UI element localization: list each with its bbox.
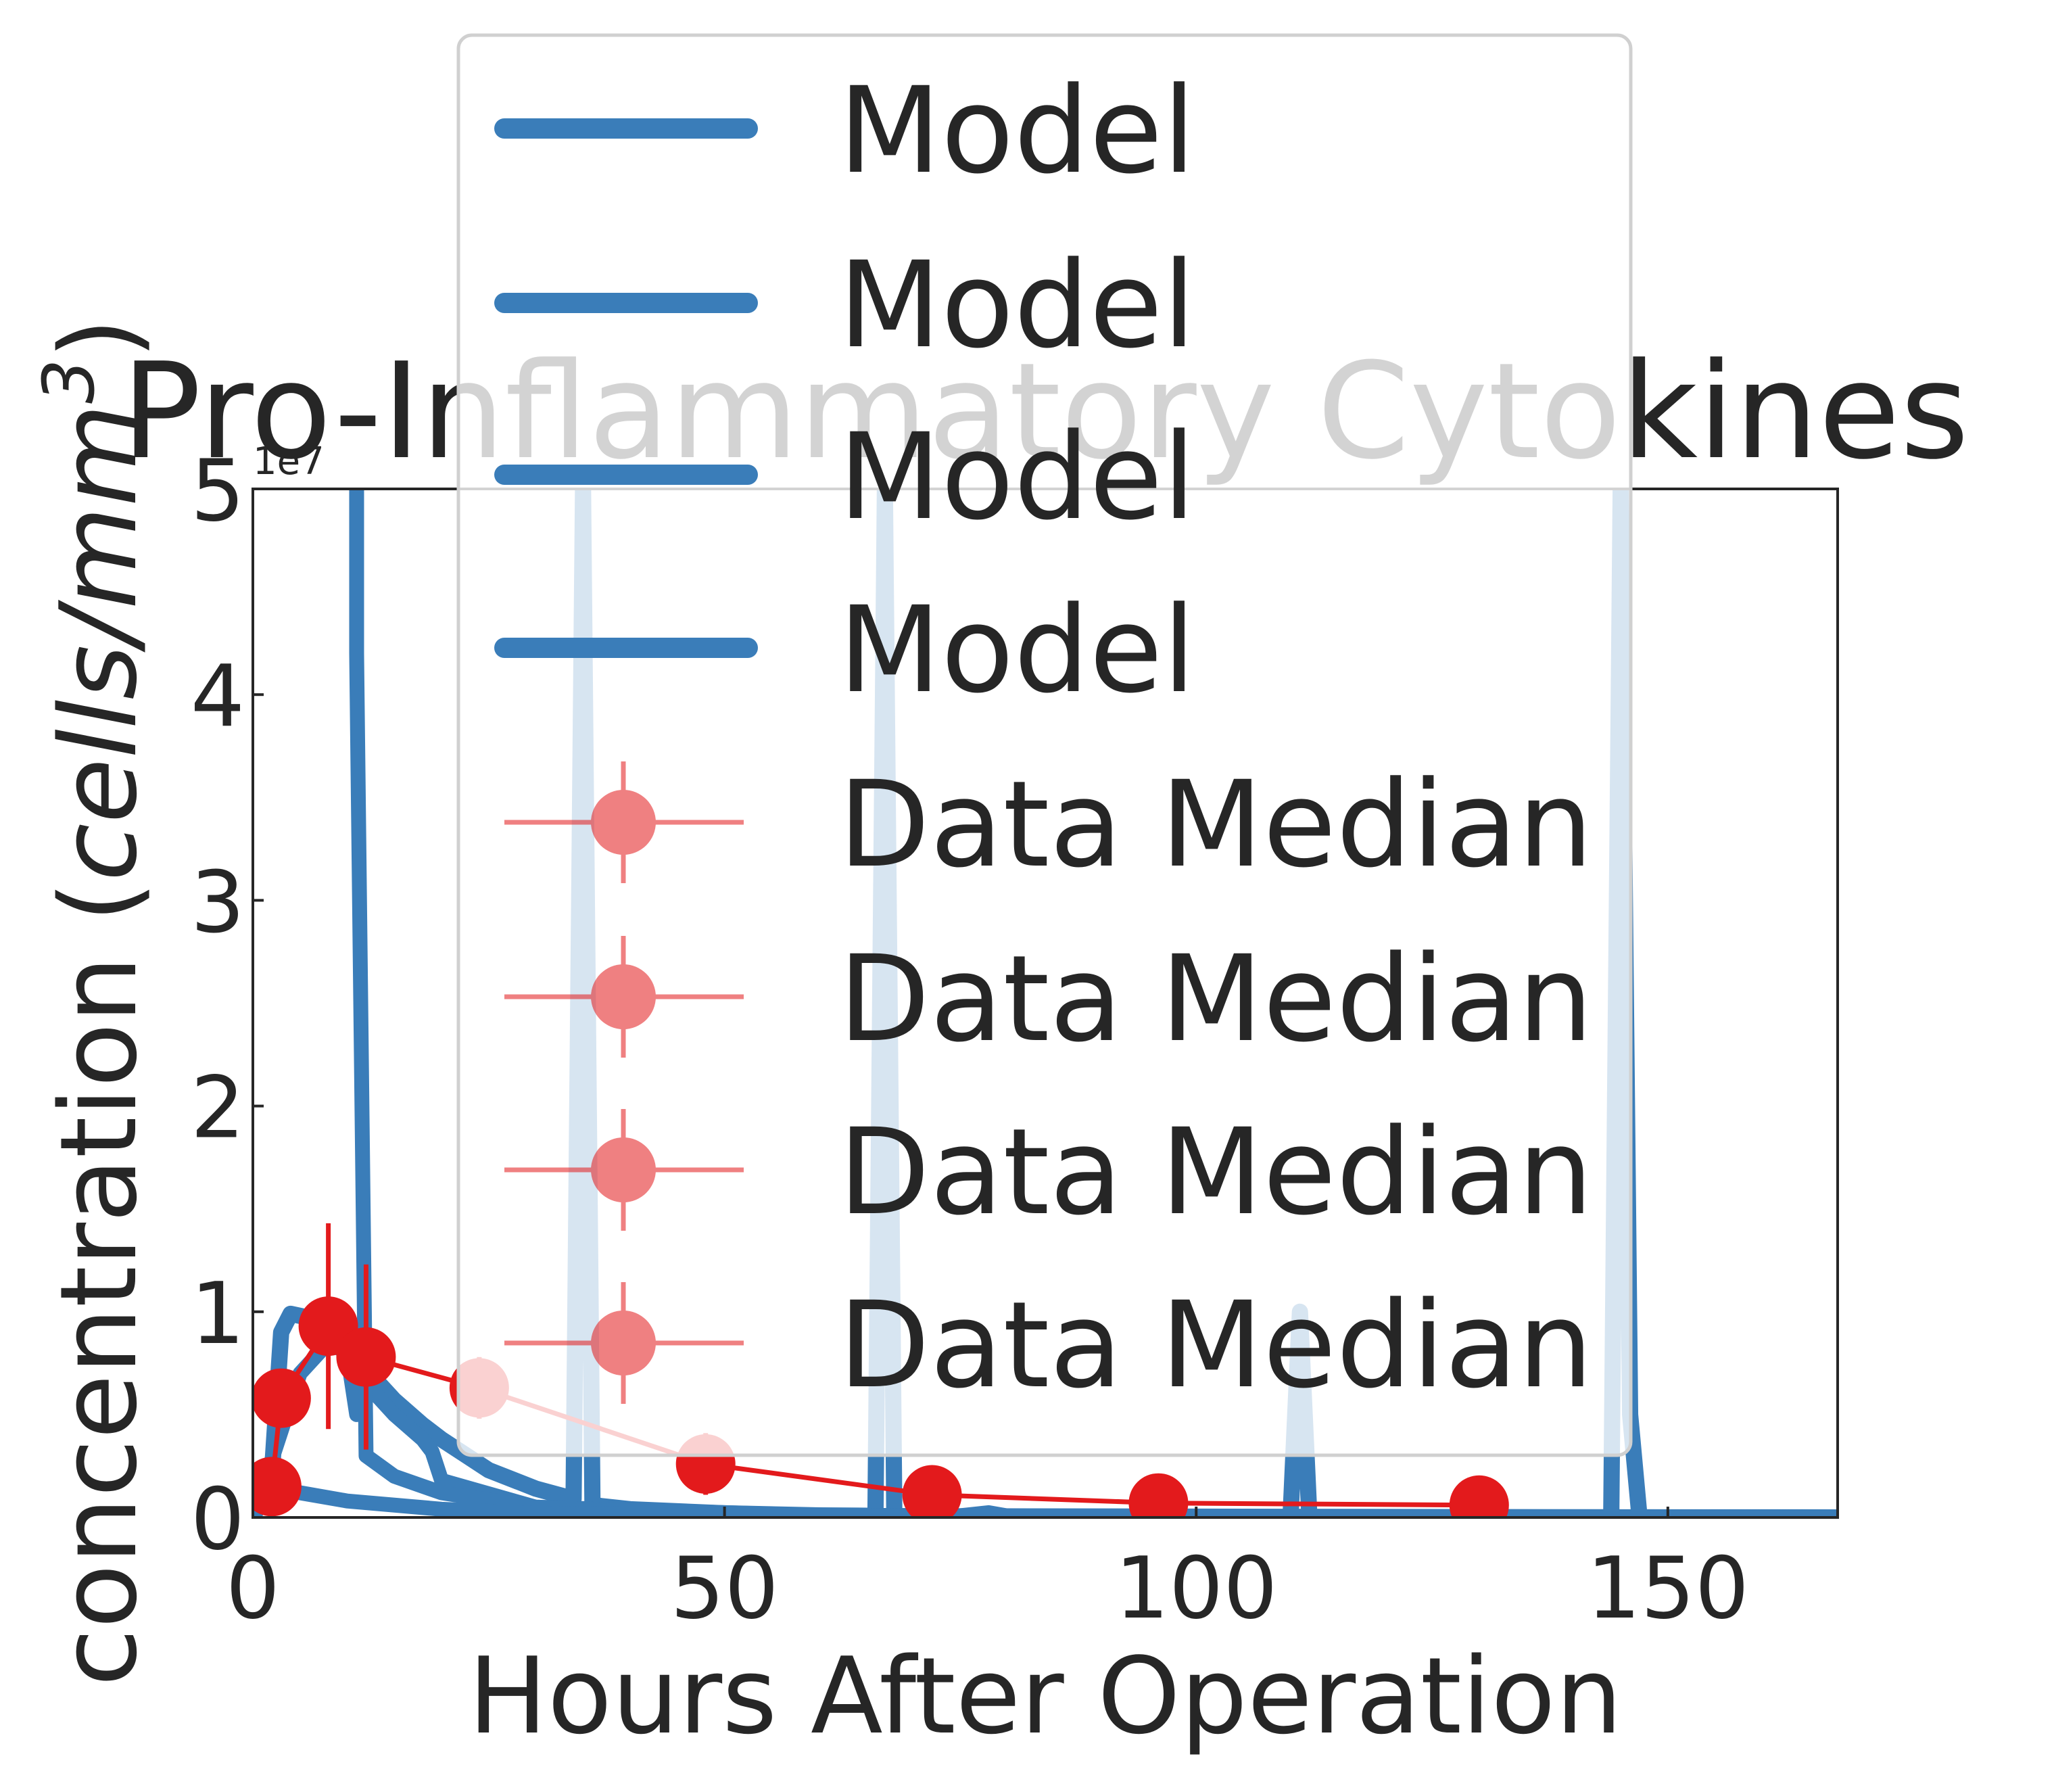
x-tick-label: 0 — [226, 1538, 280, 1638]
ticks: 0 50 100 150 0 1 2 3 4 5 — [191, 441, 1749, 1638]
legend-frame — [456, 33, 1633, 1457]
y-axis-label-end: ) — [37, 318, 160, 359]
y-tick-label: 2 — [191, 1058, 245, 1158]
data-point — [902, 1465, 962, 1517]
legend-errorbar-swatch — [504, 1282, 744, 1404]
y-tick-label: 5 — [191, 441, 245, 540]
legend-label: Model — [838, 236, 1195, 375]
y-tick-label: 4 — [191, 646, 245, 746]
legend-swatch-marker — [591, 1311, 656, 1375]
legend-label: Model — [838, 581, 1195, 720]
data-point — [253, 1457, 302, 1517]
y-axis-label: concentration (cells/mm3) — [28, 318, 160, 1687]
legend-label: Model — [838, 62, 1195, 200]
legend-swatch-marker — [591, 964, 656, 1029]
legend-label: Data Median — [838, 755, 1593, 894]
legend-label: Data Median — [838, 930, 1593, 1068]
x-tick-label: 100 — [1115, 1538, 1278, 1638]
data-point — [336, 1327, 396, 1387]
y-tick-label: 0 — [191, 1469, 245, 1569]
legend-errorbar-swatch — [504, 761, 744, 883]
legend-errorbar-swatch — [504, 936, 744, 1058]
legend-swatch-marker — [591, 790, 656, 855]
data-point — [1449, 1475, 1509, 1517]
data-point — [1128, 1473, 1189, 1517]
legend-errorbar-swatch — [504, 1109, 744, 1231]
legend-label: Data Median — [838, 1103, 1593, 1242]
legend: Model Model Model Model Data Median Data Medi… — [456, 33, 1633, 1457]
legend-label: Data Median — [838, 1276, 1593, 1415]
x-tick-label: 150 — [1587, 1538, 1750, 1638]
x-axis-label: Hours After Operation — [468, 1634, 1622, 1758]
offset-text: 1e7 — [253, 440, 325, 484]
legend-label: Model — [838, 408, 1195, 546]
data-point — [253, 1368, 311, 1428]
y-tick-label: 3 — [191, 852, 245, 951]
y-axis-label-main: concentration ( — [37, 881, 160, 1687]
legend-swatch-marker — [591, 1137, 656, 1202]
y-axis-label-unit: cells/mm — [37, 404, 160, 881]
y-axis-label-superscript: 3 — [28, 359, 110, 404]
x-tick-label: 50 — [670, 1538, 778, 1638]
y-tick-label: 1 — [191, 1264, 245, 1363]
